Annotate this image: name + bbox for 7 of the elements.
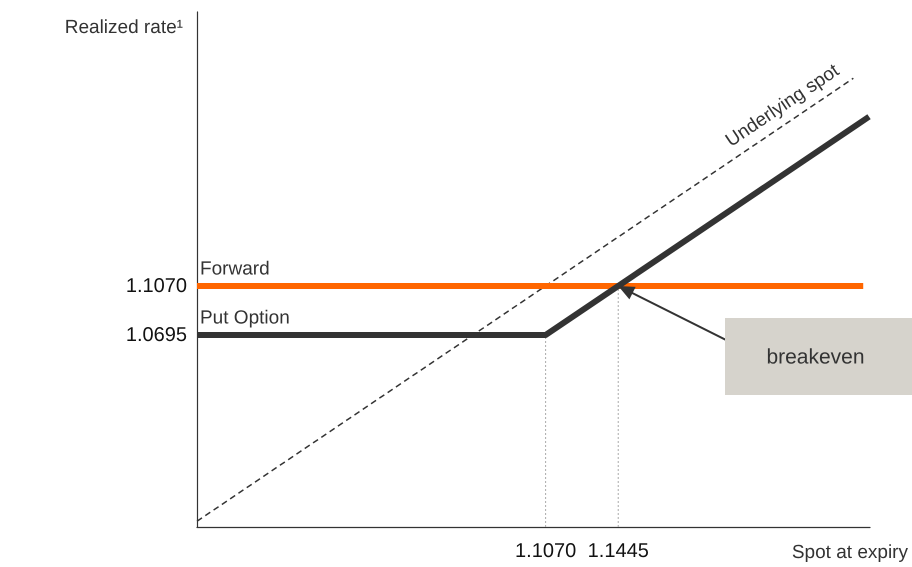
series-label: Forward	[200, 258, 270, 280]
x-tick-label: 1.1445	[588, 540, 649, 562]
x-axis-title: Spot at expiry	[792, 542, 908, 563]
series-label: Put Option	[200, 307, 290, 328]
y-tick-label: 1.0695	[126, 324, 187, 346]
annotation: breakeven	[766, 346, 865, 368]
y-axis-title: Realized rate¹	[64, 17, 183, 38]
